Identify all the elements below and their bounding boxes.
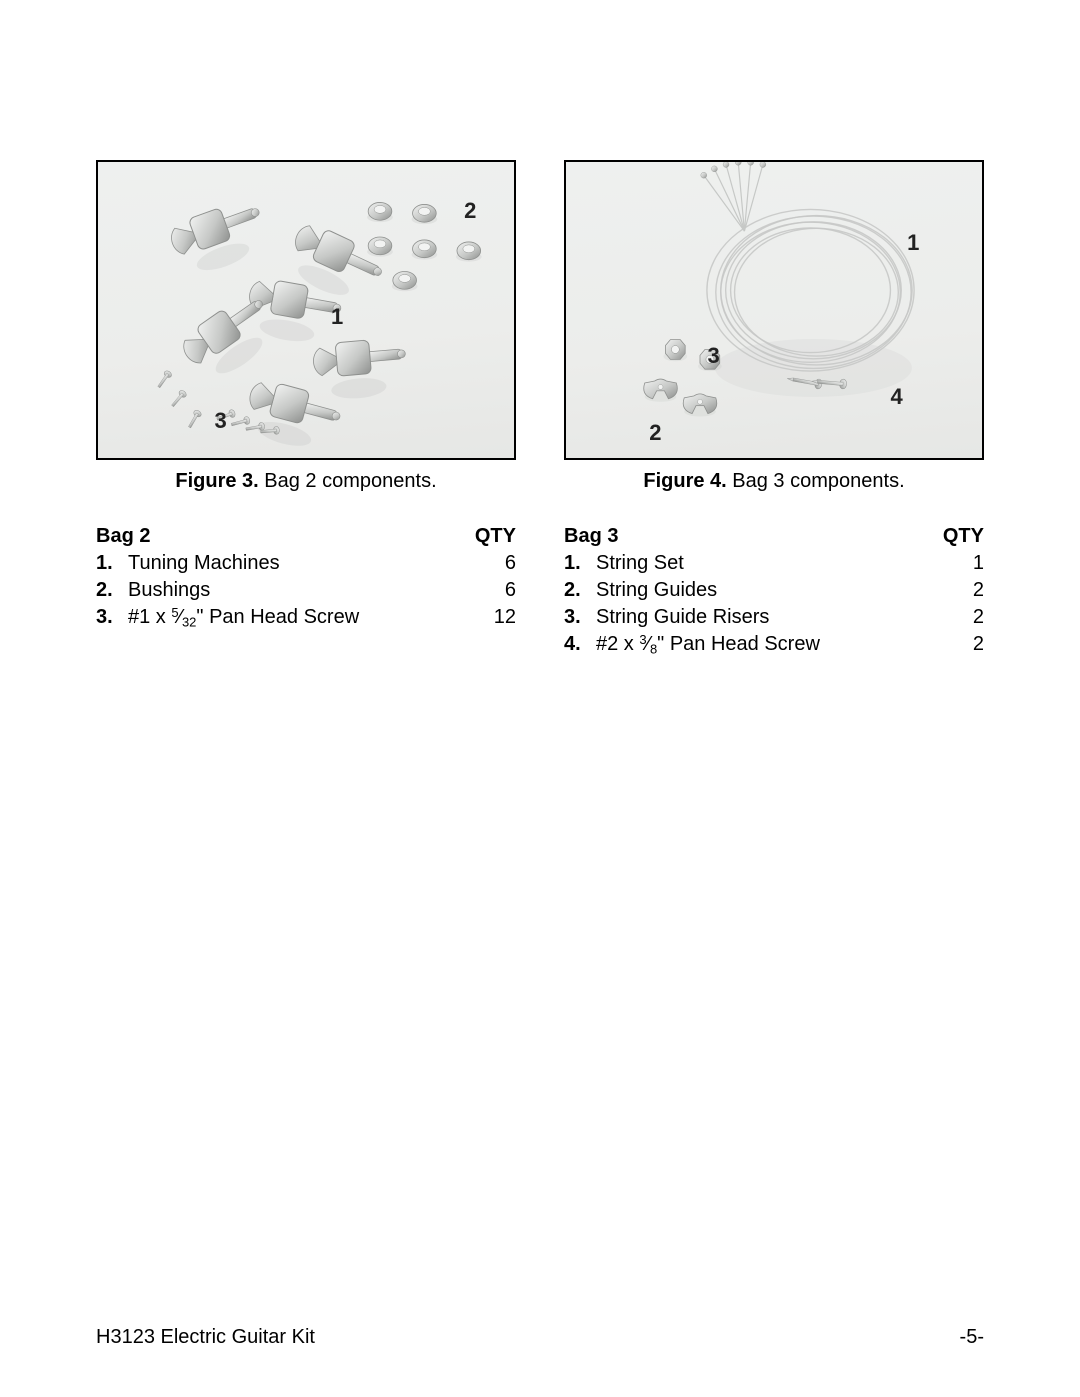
figure-3-caption-text: Bag 2 components. [259, 470, 437, 492]
row-number: 1. [564, 550, 596, 577]
figure-3-photo [98, 162, 514, 458]
table-row: 2.String Guides2 [564, 577, 984, 604]
row-qty: 12 [466, 604, 516, 631]
row-number: 4. [564, 631, 596, 658]
table-row: 1.Tuning Machines6 [96, 550, 516, 577]
row-qty: 6 [466, 550, 516, 577]
row-qty: 2 [934, 577, 984, 604]
row-desc: String Guides [596, 577, 934, 604]
figure-callout: 3 [214, 408, 226, 434]
footer-left: H3123 Electric Guitar Kit [96, 1326, 315, 1349]
figure-3-caption: Figure 3. Bag 2 components. [96, 470, 516, 493]
table-row: 3.#1 x 5⁄32" Pan Head Screw12 [96, 604, 516, 631]
left-column: 2 1 3 Figure 3. Bag 2 components. Bag 2 QT… [96, 160, 516, 658]
figure-4-box: 1 3 4 2 [564, 160, 984, 460]
row-qty: 2 [934, 631, 984, 658]
figure-3-box: 2 1 3 [96, 160, 516, 460]
row-desc: String Guide Risers [596, 604, 934, 631]
row-desc: Bushings [128, 577, 466, 604]
bag2-header: Bag 2 QTY [96, 521, 516, 550]
bag2-header-name: Bag 2 [96, 525, 466, 548]
row-desc: Tuning Machines [128, 550, 466, 577]
row-qty: 6 [466, 577, 516, 604]
page-body: 213 Figure 3. Bag 2 components. Bag 2 QT… [0, 0, 1080, 658]
bag3-header-qty: QTY [934, 525, 984, 548]
table-row: 3.String Guide Risers2 [564, 604, 984, 631]
row-qty: 1 [934, 550, 984, 577]
row-number: 1. [96, 550, 128, 577]
figure-3-caption-bold: Figure 3. [175, 470, 258, 492]
figure-4-caption-bold: Figure 4. [643, 470, 726, 492]
figure-callout: 2 [464, 198, 476, 224]
figure-callout: 1 [331, 304, 343, 330]
figure-4-caption-text: Bag 3 components. [727, 470, 905, 492]
row-desc: String Set [596, 550, 934, 577]
bag2-rows: 1.Tuning Machines62.Bushings63.#1 x 5⁄32… [96, 550, 516, 631]
row-qty: 2 [934, 604, 984, 631]
figure-4-photo [566, 162, 982, 458]
bag3-header: Bag 3 QTY [564, 521, 984, 550]
row-desc: #2 x 3⁄8" Pan Head Screw [596, 631, 934, 658]
row-desc: #1 x 5⁄32" Pan Head Screw [128, 604, 466, 631]
right-column: 1 3 4 2 Figure 4. Bag 3 components. Bag 3 Q… [564, 160, 984, 658]
bag2-header-qty: QTY [466, 525, 516, 548]
bag3-header-name: Bag 3 [564, 525, 934, 548]
figure-callout: 3 [707, 343, 719, 369]
row-number: 2. [564, 577, 596, 604]
row-number: 3. [96, 604, 128, 631]
bag3-rows: 1.String Set12.String Guides23.String Gu… [564, 550, 984, 658]
row-number: 2. [96, 577, 128, 604]
figure-callout: 1 [907, 230, 919, 256]
figure-4-caption: Figure 4. Bag 3 components. [564, 470, 984, 493]
table-row: 1.String Set1 [564, 550, 984, 577]
figure-callout: 4 [890, 384, 902, 410]
table-row: 2.Bushings6 [96, 577, 516, 604]
footer-right: -5- [960, 1326, 984, 1349]
row-number: 3. [564, 604, 596, 631]
page-footer: H3123 Electric Guitar Kit -5- [96, 1326, 984, 1349]
figure-callout: 2 [649, 420, 661, 446]
table-row: 4.#2 x 3⁄8" Pan Head Screw2 [564, 631, 984, 658]
